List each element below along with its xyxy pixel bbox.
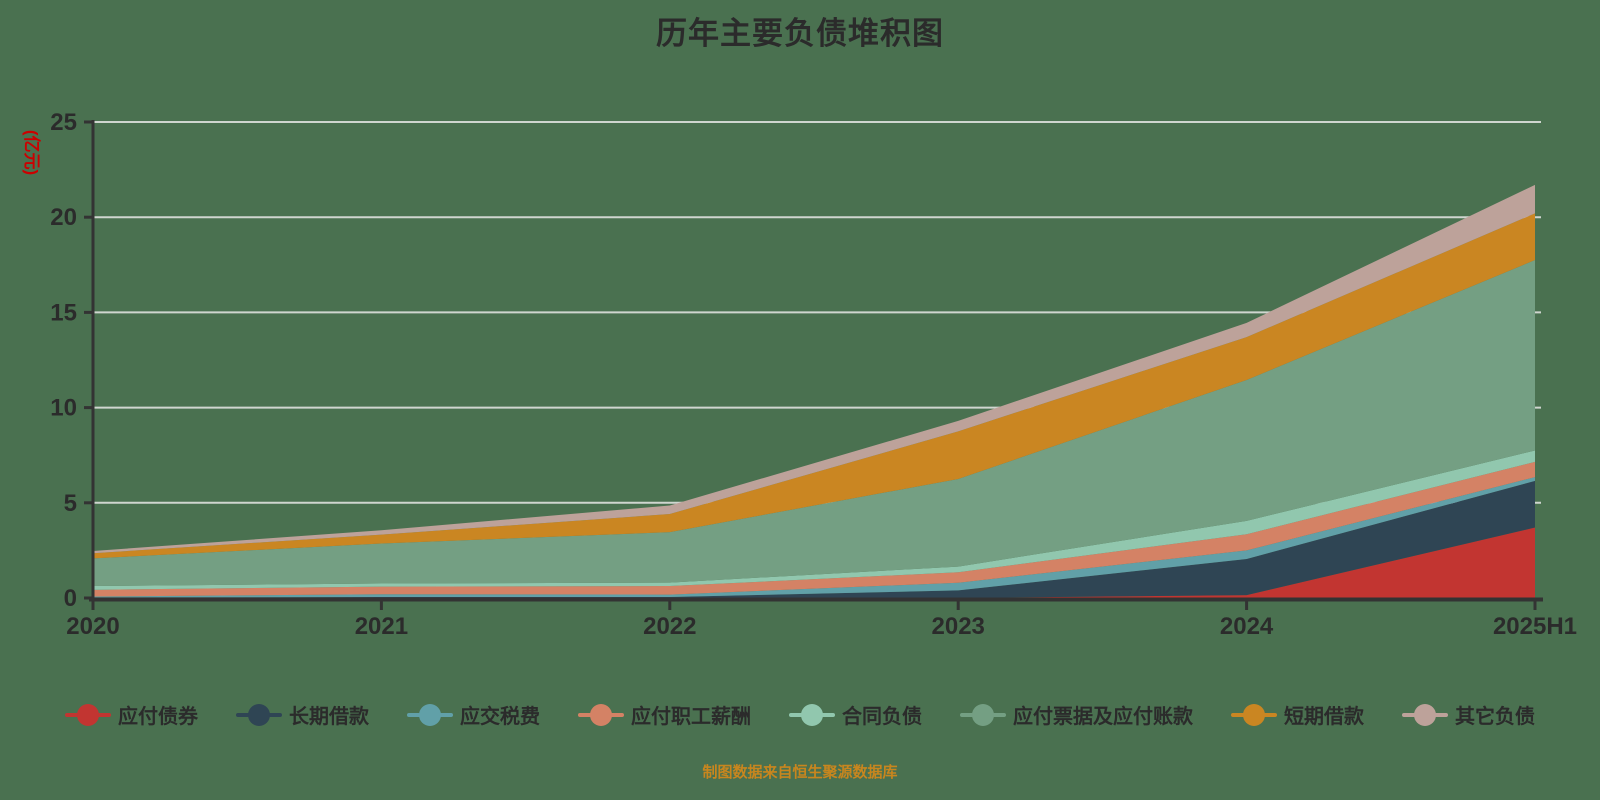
legend-dot-icon [1243, 703, 1265, 726]
x-tick-label-2025H1: 2025H1 [1493, 613, 1577, 640]
area-series-6 [93, 213, 1535, 559]
y-axis-unit-label: (亿元) [22, 129, 42, 175]
y-axis-unit-wrap: (亿元) [8, 126, 60, 178]
legend: 应付债券 长期借款 应交税费 应付职工薪酬 合同负债 应付票据及应付账款 短期借款 其它负债 [0, 700, 1600, 729]
y-tick-label-5: 5 [64, 490, 77, 517]
x-tick-label-2024: 2024 [1220, 613, 1274, 640]
chart-title: 历年主要负债堆积图 [656, 16, 944, 51]
x-tick-label-2020: 2020 [66, 613, 119, 640]
legend-item-4[interactable]: 合同负债 [789, 700, 922, 729]
legend-label: 应交税费 [460, 706, 540, 728]
y-tick-label-20: 20 [50, 204, 77, 231]
legend-label: 应付债券 [118, 706, 198, 728]
legend-dot-icon [1414, 703, 1436, 726]
legend-label: 其它负债 [1455, 706, 1535, 728]
legend-dot-icon [248, 703, 270, 726]
legend-item-6[interactable]: 短期借款 [1231, 700, 1364, 729]
area-series-5 [93, 260, 1535, 587]
legend-label: 短期借款 [1284, 706, 1364, 728]
legend-marker-icon [1231, 703, 1277, 726]
legend-item-7[interactable]: 其它负债 [1402, 700, 1535, 729]
legend-dot-icon [77, 703, 99, 726]
legend-marker-icon [407, 703, 453, 726]
legend-item-5[interactable]: 应付票据及应付账款 [960, 700, 1193, 729]
x-tick-label-2021: 2021 [355, 613, 408, 640]
data-source-note: 制图数据来自恒生聚源数据库 [702, 764, 898, 781]
area-series-0 [93, 527, 1535, 598]
area-series-1 [93, 480, 1535, 598]
y-tick-label-15: 15 [50, 299, 77, 326]
legend-marker-icon [578, 703, 624, 726]
x-tick-label-2023: 2023 [932, 613, 985, 640]
y-tick-label-25: 25 [50, 109, 77, 136]
legend-item-0[interactable]: 应付债券 [65, 700, 198, 729]
y-tick-label-0: 0 [64, 585, 77, 612]
legend-item-3[interactable]: 应付职工薪酬 [578, 700, 751, 729]
x-tick-label-2022: 2022 [643, 613, 696, 640]
legend-item-2[interactable]: 应交税费 [407, 700, 540, 729]
legend-marker-icon [236, 703, 282, 726]
legend-dot-icon [801, 703, 823, 726]
legend-label: 长期借款 [289, 706, 369, 728]
legend-item-1[interactable]: 长期借款 [236, 700, 369, 729]
legend-label: 应付职工薪酬 [631, 706, 751, 728]
legend-label: 应付票据及应付账款 [1013, 706, 1193, 728]
legend-dot-icon [419, 703, 441, 726]
legend-marker-icon [789, 703, 835, 726]
legend-dot-icon [590, 703, 612, 726]
legend-marker-icon [1402, 703, 1448, 726]
legend-label: 合同负债 [842, 706, 922, 728]
legend-marker-icon [960, 703, 1006, 726]
y-tick-label-10: 10 [50, 395, 77, 422]
legend-marker-icon [65, 703, 111, 726]
legend-dot-icon [972, 703, 994, 726]
